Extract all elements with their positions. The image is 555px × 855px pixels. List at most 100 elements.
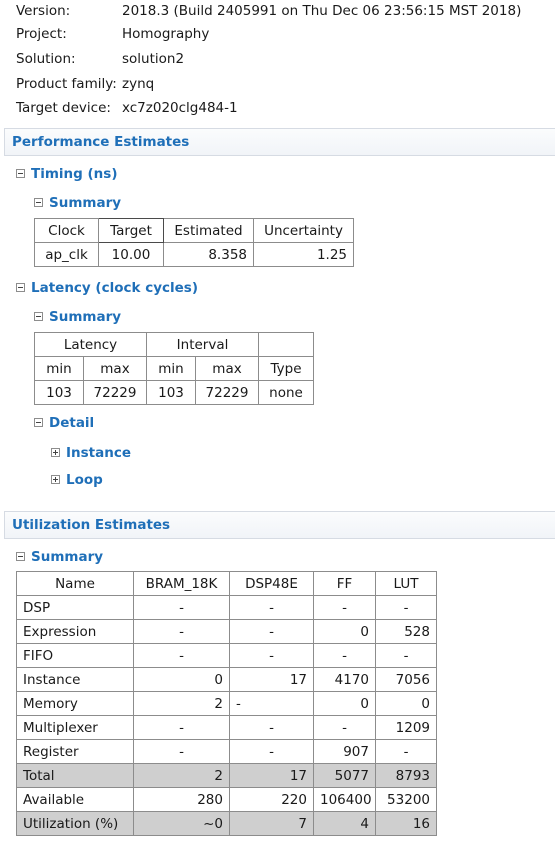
table-header-row: min max min max Type xyxy=(34,356,315,381)
collapse-icon[interactable] xyxy=(16,283,25,292)
table-cell: - xyxy=(133,715,230,740)
table-cell: 106400 xyxy=(313,787,376,812)
table-cell: - xyxy=(313,595,376,620)
column-header: Name xyxy=(16,571,134,596)
timing-label: Timing (ns) xyxy=(31,166,118,182)
table-cell: - xyxy=(133,739,230,764)
table-cell: - xyxy=(229,739,314,764)
utilization-estimates-header[interactable]: Utilization Estimates xyxy=(4,511,555,539)
meta-value: 2018.3 (Build 2405991 on Thu Dec 06 23:5… xyxy=(122,3,522,19)
meta-value: Homography xyxy=(122,26,210,42)
expand-icon[interactable] xyxy=(51,448,60,457)
row-name: Total xyxy=(16,763,134,788)
performance-estimates-header[interactable]: Performance Estimates xyxy=(4,128,555,156)
table-cell: 1.25 xyxy=(253,242,354,267)
meta-value: solution2 xyxy=(122,51,185,67)
table-row-total: Total 2 17 5077 8793 xyxy=(16,763,437,788)
column-header: min xyxy=(146,356,196,381)
column-header: Estimated xyxy=(163,218,254,243)
table-cell: - xyxy=(229,595,314,620)
column-header: Target xyxy=(98,218,164,243)
summary-label: Summary xyxy=(49,195,122,211)
table-row: DSP - - - - xyxy=(16,595,437,620)
table-cell: - xyxy=(133,619,230,644)
meta-key: Product family: xyxy=(16,76,117,92)
table-cell: 16 xyxy=(375,811,437,836)
table-cell: ~0 xyxy=(133,811,230,836)
collapse-icon[interactable] xyxy=(16,169,25,178)
table-cell: - xyxy=(133,643,230,668)
table-cell: 2 xyxy=(133,691,230,716)
column-group-header xyxy=(258,332,315,357)
table-group-header-row: Latency Interval xyxy=(34,332,315,357)
table-row: Register - - 907 - xyxy=(16,739,437,764)
column-header: FF xyxy=(313,571,376,596)
table-cell: 7 xyxy=(229,811,314,836)
meta-key: Solution: xyxy=(16,51,76,67)
collapse-icon[interactable] xyxy=(16,552,25,561)
detail-label: Detail xyxy=(49,415,95,431)
table-cell: 17 xyxy=(229,667,314,692)
table-cell: 10.00 xyxy=(98,242,164,267)
table-row: Memory 2 - 0 0 xyxy=(16,691,437,716)
table-cell: 280 xyxy=(133,787,230,812)
table-cell: 53200 xyxy=(375,787,437,812)
table-cell: 103 xyxy=(34,380,84,405)
table-cell: 8793 xyxy=(375,763,437,788)
meta-value: zynq xyxy=(122,76,155,92)
loop-label: Loop xyxy=(66,472,103,488)
table-cell: 72229 xyxy=(83,380,147,405)
table-cell: 220 xyxy=(229,787,314,812)
column-header: DSP48E xyxy=(229,571,314,596)
summary-label: Summary xyxy=(31,549,104,565)
table-cell: - xyxy=(375,643,437,668)
collapse-icon[interactable] xyxy=(34,418,43,427)
table-header-row: Clock Target Estimated Uncertainty xyxy=(34,218,354,243)
table-cell: 528 xyxy=(375,619,437,644)
table-cell: - xyxy=(229,715,314,740)
table-cell: - xyxy=(229,643,314,668)
table-cell: 7056 xyxy=(375,667,437,692)
row-name: DSP xyxy=(16,595,134,620)
table-cell: none xyxy=(258,380,315,405)
table-row: Instance 0 17 4170 7056 xyxy=(16,667,437,692)
column-header: Clock xyxy=(34,218,99,243)
expand-icon[interactable] xyxy=(51,475,60,484)
column-header: max xyxy=(194,356,260,381)
table-cell: 8.358 xyxy=(163,242,254,267)
section-title: Utilization Estimates xyxy=(12,517,171,533)
row-name: Utilization (%) xyxy=(16,811,134,836)
table-cell: 5077 xyxy=(313,763,376,788)
column-header: Type xyxy=(258,356,315,381)
table-cell: - xyxy=(375,739,437,764)
summary-label: Summary xyxy=(49,309,122,325)
row-name: Instance xyxy=(16,667,134,692)
table-cell: - xyxy=(229,619,314,644)
collapse-icon[interactable] xyxy=(34,312,43,321)
table-cell: - xyxy=(313,643,376,668)
table-cell: 0 xyxy=(313,619,376,644)
table-row: 103 72229 103 72229 none xyxy=(34,380,315,405)
table-cell: 907 xyxy=(313,739,376,764)
table-cell: - xyxy=(133,595,230,620)
table-cell: 17 xyxy=(229,763,314,788)
table-cell: 0 xyxy=(133,667,230,692)
table-cell: 72229 xyxy=(194,380,260,405)
meta-key: Project: xyxy=(16,26,67,42)
instance-label: Instance xyxy=(66,445,132,461)
table-cell: 0 xyxy=(375,691,437,716)
column-header: min xyxy=(34,356,84,381)
table-row: ap_clk 10.00 8.358 1.25 xyxy=(34,242,354,267)
collapse-icon[interactable] xyxy=(34,198,43,207)
row-name: Expression xyxy=(16,619,134,644)
table-cell: 2 xyxy=(133,763,230,788)
table-row: Multiplexer - - - 1209 xyxy=(16,715,437,740)
row-name: Multiplexer xyxy=(16,715,134,740)
row-name: Memory xyxy=(16,691,134,716)
table-cell: - xyxy=(313,715,376,740)
timing-summary-table: Clock Target Estimated Uncertainty ap_cl… xyxy=(34,218,354,267)
latency-summary-table: Latency Interval min max min max Type 10… xyxy=(34,332,315,405)
table-cell: 4170 xyxy=(313,667,376,692)
row-name: Available xyxy=(16,787,134,812)
row-name: Register xyxy=(16,739,134,764)
